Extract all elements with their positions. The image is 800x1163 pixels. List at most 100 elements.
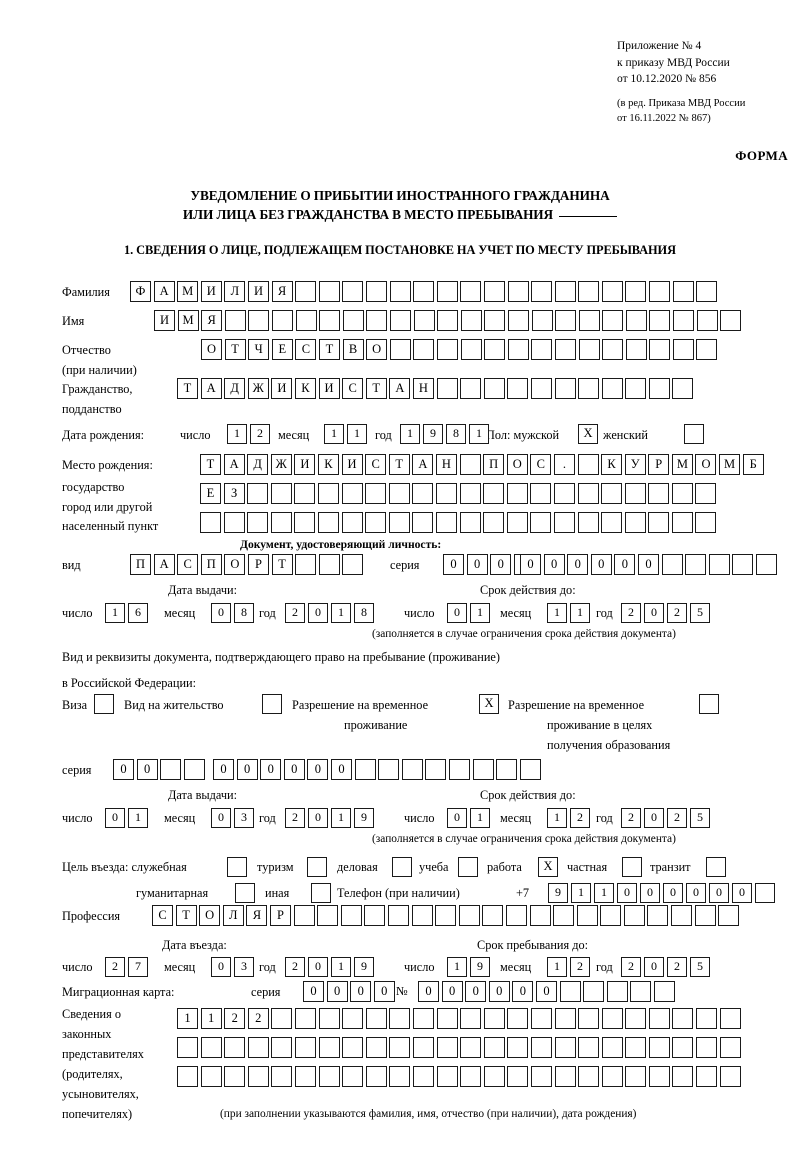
char-box[interactable] xyxy=(365,1066,387,1087)
char-box[interactable] xyxy=(341,483,363,504)
char-box[interactable] xyxy=(578,281,600,302)
char-box[interactable] xyxy=(661,554,683,575)
char-box[interactable] xyxy=(460,310,482,331)
char-box[interactable] xyxy=(412,483,434,504)
char-box[interactable]: Т xyxy=(224,339,246,360)
char-box[interactable]: 5 xyxy=(690,603,710,623)
char-box[interactable] xyxy=(553,905,575,926)
char-box[interactable]: О xyxy=(506,454,528,475)
char-box[interactable]: . xyxy=(553,454,575,475)
char-box[interactable]: 5 xyxy=(690,957,710,977)
char-box[interactable] xyxy=(530,483,552,504)
char-box[interactable] xyxy=(555,310,577,331)
char-box[interactable]: М xyxy=(177,281,199,302)
char-box[interactable]: 1 xyxy=(128,808,148,828)
char-box[interactable] xyxy=(224,1037,246,1058)
char-box[interactable]: С xyxy=(295,339,317,360)
char-box[interactable] xyxy=(365,1008,387,1029)
char-box[interactable] xyxy=(388,483,410,504)
char-box[interactable]: 9 xyxy=(354,808,374,828)
char-box[interactable] xyxy=(365,281,387,302)
checkbox-purpose-other[interactable] xyxy=(311,883,331,903)
char-box[interactable] xyxy=(696,310,718,331)
char-box[interactable]: 0 xyxy=(350,981,372,1002)
char-box[interactable] xyxy=(412,512,434,533)
char-box[interactable] xyxy=(436,1008,458,1029)
char-box[interactable]: Е xyxy=(200,483,221,504)
char-box[interactable]: К xyxy=(601,454,623,475)
char-box[interactable] xyxy=(648,378,670,399)
char-box[interactable] xyxy=(648,483,670,504)
char-box[interactable] xyxy=(559,981,581,1002)
char-box[interactable] xyxy=(200,1037,222,1058)
char-box[interactable] xyxy=(458,905,480,926)
char-box[interactable] xyxy=(483,1037,505,1058)
checkbox-purpose-transit[interactable] xyxy=(706,857,726,877)
char-box[interactable]: 0 xyxy=(136,759,158,780)
char-box[interactable]: 2 xyxy=(570,808,590,828)
char-box[interactable] xyxy=(577,483,599,504)
char-box[interactable]: А xyxy=(153,281,175,302)
char-box[interactable]: 0 xyxy=(488,981,510,1002)
char-box[interactable] xyxy=(294,512,316,533)
char-box[interactable] xyxy=(459,483,481,504)
char-box[interactable] xyxy=(436,1066,458,1087)
char-box[interactable]: М xyxy=(671,454,693,475)
char-box[interactable] xyxy=(413,310,435,331)
char-box[interactable]: 0 xyxy=(373,981,395,1002)
char-box[interactable]: Д xyxy=(247,454,269,475)
char-box[interactable] xyxy=(436,378,458,399)
char-box[interactable] xyxy=(554,281,576,302)
char-box[interactable]: 0 xyxy=(443,554,464,575)
char-box[interactable] xyxy=(389,1008,411,1029)
char-box[interactable]: 3 xyxy=(234,808,254,828)
char-box[interactable] xyxy=(577,454,599,475)
char-box[interactable]: 0 xyxy=(308,808,328,828)
char-box[interactable] xyxy=(177,1037,198,1058)
char-box[interactable]: 0 xyxy=(640,883,660,903)
title-blank-line[interactable] xyxy=(559,205,618,217)
char-box[interactable]: 2 xyxy=(250,424,270,444)
char-box[interactable]: Т xyxy=(388,454,410,475)
char-box[interactable] xyxy=(576,905,598,926)
char-box[interactable] xyxy=(553,512,575,533)
char-box[interactable]: З xyxy=(223,483,245,504)
char-box[interactable] xyxy=(248,310,270,331)
char-box[interactable] xyxy=(719,1066,741,1087)
char-box[interactable]: 3 xyxy=(234,957,254,977)
char-box[interactable] xyxy=(342,1066,364,1087)
char-box[interactable]: В xyxy=(342,339,364,360)
char-box[interactable] xyxy=(340,905,362,926)
char-box[interactable]: С xyxy=(365,454,387,475)
char-box[interactable]: А xyxy=(223,454,245,475)
char-box[interactable] xyxy=(648,1037,670,1058)
char-box[interactable] xyxy=(719,1037,741,1058)
char-box[interactable]: А xyxy=(200,378,222,399)
char-box[interactable] xyxy=(354,759,376,780)
char-box[interactable]: 2 xyxy=(285,808,305,828)
char-box[interactable] xyxy=(623,905,645,926)
char-box[interactable]: П xyxy=(200,554,222,575)
char-box[interactable]: Т xyxy=(318,339,340,360)
char-box[interactable]: 1 xyxy=(547,603,567,623)
char-box[interactable]: И xyxy=(200,281,222,302)
char-box[interactable]: 0 xyxy=(326,981,348,1002)
char-box[interactable]: 0 xyxy=(105,808,125,828)
char-box[interactable] xyxy=(578,1008,600,1029)
char-box[interactable]: Е xyxy=(271,339,293,360)
char-box[interactable] xyxy=(483,1008,505,1029)
char-box[interactable]: 0 xyxy=(303,981,324,1002)
char-box[interactable] xyxy=(554,339,576,360)
char-box[interactable]: 9 xyxy=(423,424,443,444)
char-box[interactable] xyxy=(389,310,411,331)
char-box[interactable]: 0 xyxy=(211,957,231,977)
